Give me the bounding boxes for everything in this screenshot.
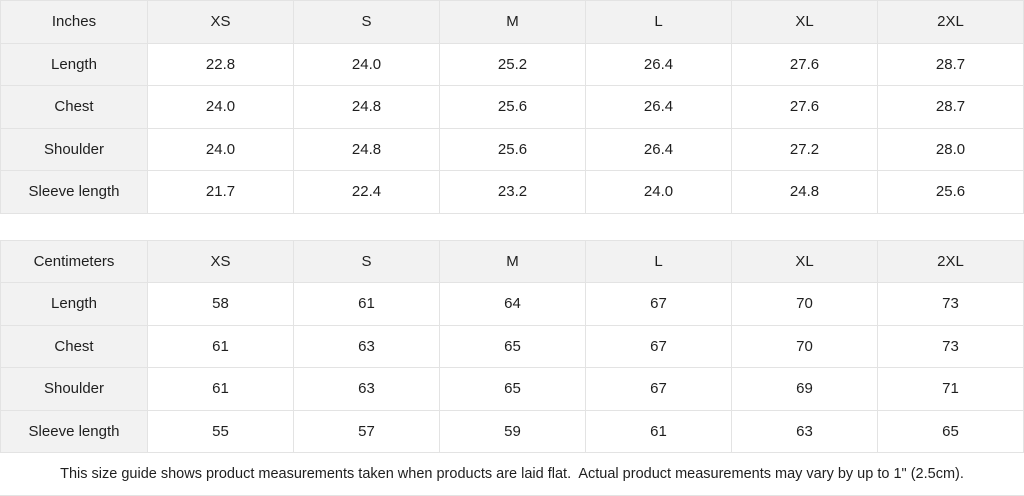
measurement-cell: 61 bbox=[585, 409, 732, 453]
centimeters-header-row: Centimeters XS S M L XL 2XL bbox=[0, 239, 1024, 283]
table-row: Shoulder 24.0 24.8 25.6 26.4 27.2 28.0 bbox=[0, 127, 1024, 171]
measurement-cell: 24.0 bbox=[147, 85, 294, 129]
measurement-cell: 67 bbox=[585, 367, 732, 411]
unit-header-cell: Centimeters bbox=[0, 239, 148, 283]
measurement-cell: 24.8 bbox=[293, 127, 440, 171]
measurement-cell: 58 bbox=[147, 282, 294, 326]
measurement-cell: 73 bbox=[877, 324, 1024, 368]
measurement-cell: 28.7 bbox=[877, 85, 1024, 129]
measurement-cell: 24.0 bbox=[585, 170, 732, 214]
table-row: Sleeve length 55 57 59 61 63 65 bbox=[0, 409, 1024, 453]
measurement-cell: 26.4 bbox=[585, 127, 732, 171]
table-row: Sleeve length 21.7 22.4 23.2 24.0 24.8 2… bbox=[0, 170, 1024, 214]
measurement-cell: 25.6 bbox=[439, 127, 586, 171]
measurement-cell: 27.6 bbox=[731, 85, 878, 129]
size-header-cell: M bbox=[439, 239, 586, 283]
table-row: Length 58 61 64 67 70 73 bbox=[0, 282, 1024, 326]
row-label-cell: Shoulder bbox=[0, 127, 148, 171]
table-row: Chest 61 63 65 67 70 73 bbox=[0, 324, 1024, 368]
measurement-cell: 24.8 bbox=[731, 170, 878, 214]
measurement-cell: 63 bbox=[731, 409, 878, 453]
size-header-cell: 2XL bbox=[877, 0, 1024, 44]
table-row: Shoulder 61 63 65 67 69 71 bbox=[0, 367, 1024, 411]
measurement-cell: 61 bbox=[147, 367, 294, 411]
measurement-cell: 26.4 bbox=[585, 42, 732, 86]
measurement-cell: 24.8 bbox=[293, 85, 440, 129]
measurement-cell: 24.0 bbox=[293, 42, 440, 86]
size-header-cell: 2XL bbox=[877, 239, 1024, 283]
row-label-cell: Sleeve length bbox=[0, 409, 148, 453]
size-header-cell: S bbox=[293, 239, 440, 283]
size-header-cell: XS bbox=[147, 239, 294, 283]
measurement-cell: 23.2 bbox=[439, 170, 586, 214]
size-header-cell: XL bbox=[731, 0, 878, 44]
table-gap bbox=[0, 213, 1024, 240]
row-label-cell: Chest bbox=[0, 85, 148, 129]
measurement-cell: 70 bbox=[731, 282, 878, 326]
measurement-cell: 63 bbox=[293, 324, 440, 368]
measurement-cell: 63 bbox=[293, 367, 440, 411]
row-label-cell: Sleeve length bbox=[0, 170, 148, 214]
centimeters-table: Centimeters XS S M L XL 2XL Length 58 61… bbox=[0, 239, 1024, 454]
measurement-cell: 24.0 bbox=[147, 127, 294, 171]
measurement-cell: 57 bbox=[293, 409, 440, 453]
table-row: Chest 24.0 24.8 25.6 26.4 27.6 28.7 bbox=[0, 85, 1024, 129]
measurement-cell: 61 bbox=[147, 324, 294, 368]
row-label-cell: Length bbox=[0, 42, 148, 86]
measurement-cell: 22.8 bbox=[147, 42, 294, 86]
measurement-cell: 26.4 bbox=[585, 85, 732, 129]
measurement-cell: 70 bbox=[731, 324, 878, 368]
measurement-cell: 21.7 bbox=[147, 170, 294, 214]
measurement-cell: 67 bbox=[585, 324, 732, 368]
measurement-cell: 73 bbox=[877, 282, 1024, 326]
size-header-cell: M bbox=[439, 0, 586, 44]
size-header-cell: S bbox=[293, 0, 440, 44]
measurement-cell: 22.4 bbox=[293, 170, 440, 214]
measurement-cell: 25.2 bbox=[439, 42, 586, 86]
size-guide-note: This size guide shows product measuremen… bbox=[0, 453, 1024, 496]
measurement-cell: 61 bbox=[293, 282, 440, 326]
size-header-cell: L bbox=[585, 0, 732, 44]
measurement-cell: 59 bbox=[439, 409, 586, 453]
inches-table: Inches XS S M L XL 2XL Length 22.8 24.0 … bbox=[0, 0, 1024, 214]
measurement-cell: 67 bbox=[585, 282, 732, 326]
row-label-cell: Length bbox=[0, 282, 148, 326]
measurement-cell: 65 bbox=[877, 409, 1024, 453]
measurement-cell: 64 bbox=[439, 282, 586, 326]
measurement-cell: 65 bbox=[439, 367, 586, 411]
inches-header-row: Inches XS S M L XL 2XL bbox=[0, 0, 1024, 44]
measurement-cell: 55 bbox=[147, 409, 294, 453]
size-header-cell: L bbox=[585, 239, 732, 283]
measurement-cell: 25.6 bbox=[439, 85, 586, 129]
measurement-cell: 71 bbox=[877, 367, 1024, 411]
measurement-cell: 65 bbox=[439, 324, 586, 368]
measurement-cell: 69 bbox=[731, 367, 878, 411]
unit-header-cell: Inches bbox=[0, 0, 148, 44]
row-label-cell: Chest bbox=[0, 324, 148, 368]
measurement-cell: 27.6 bbox=[731, 42, 878, 86]
measurement-cell: 27.2 bbox=[731, 127, 878, 171]
measurement-cell: 28.7 bbox=[877, 42, 1024, 86]
row-label-cell: Shoulder bbox=[0, 367, 148, 411]
measurement-cell: 28.0 bbox=[877, 127, 1024, 171]
measurement-cell: 25.6 bbox=[877, 170, 1024, 214]
size-header-cell: XS bbox=[147, 0, 294, 44]
size-header-cell: XL bbox=[731, 239, 878, 283]
table-row: Length 22.8 24.0 25.2 26.4 27.6 28.7 bbox=[0, 42, 1024, 86]
